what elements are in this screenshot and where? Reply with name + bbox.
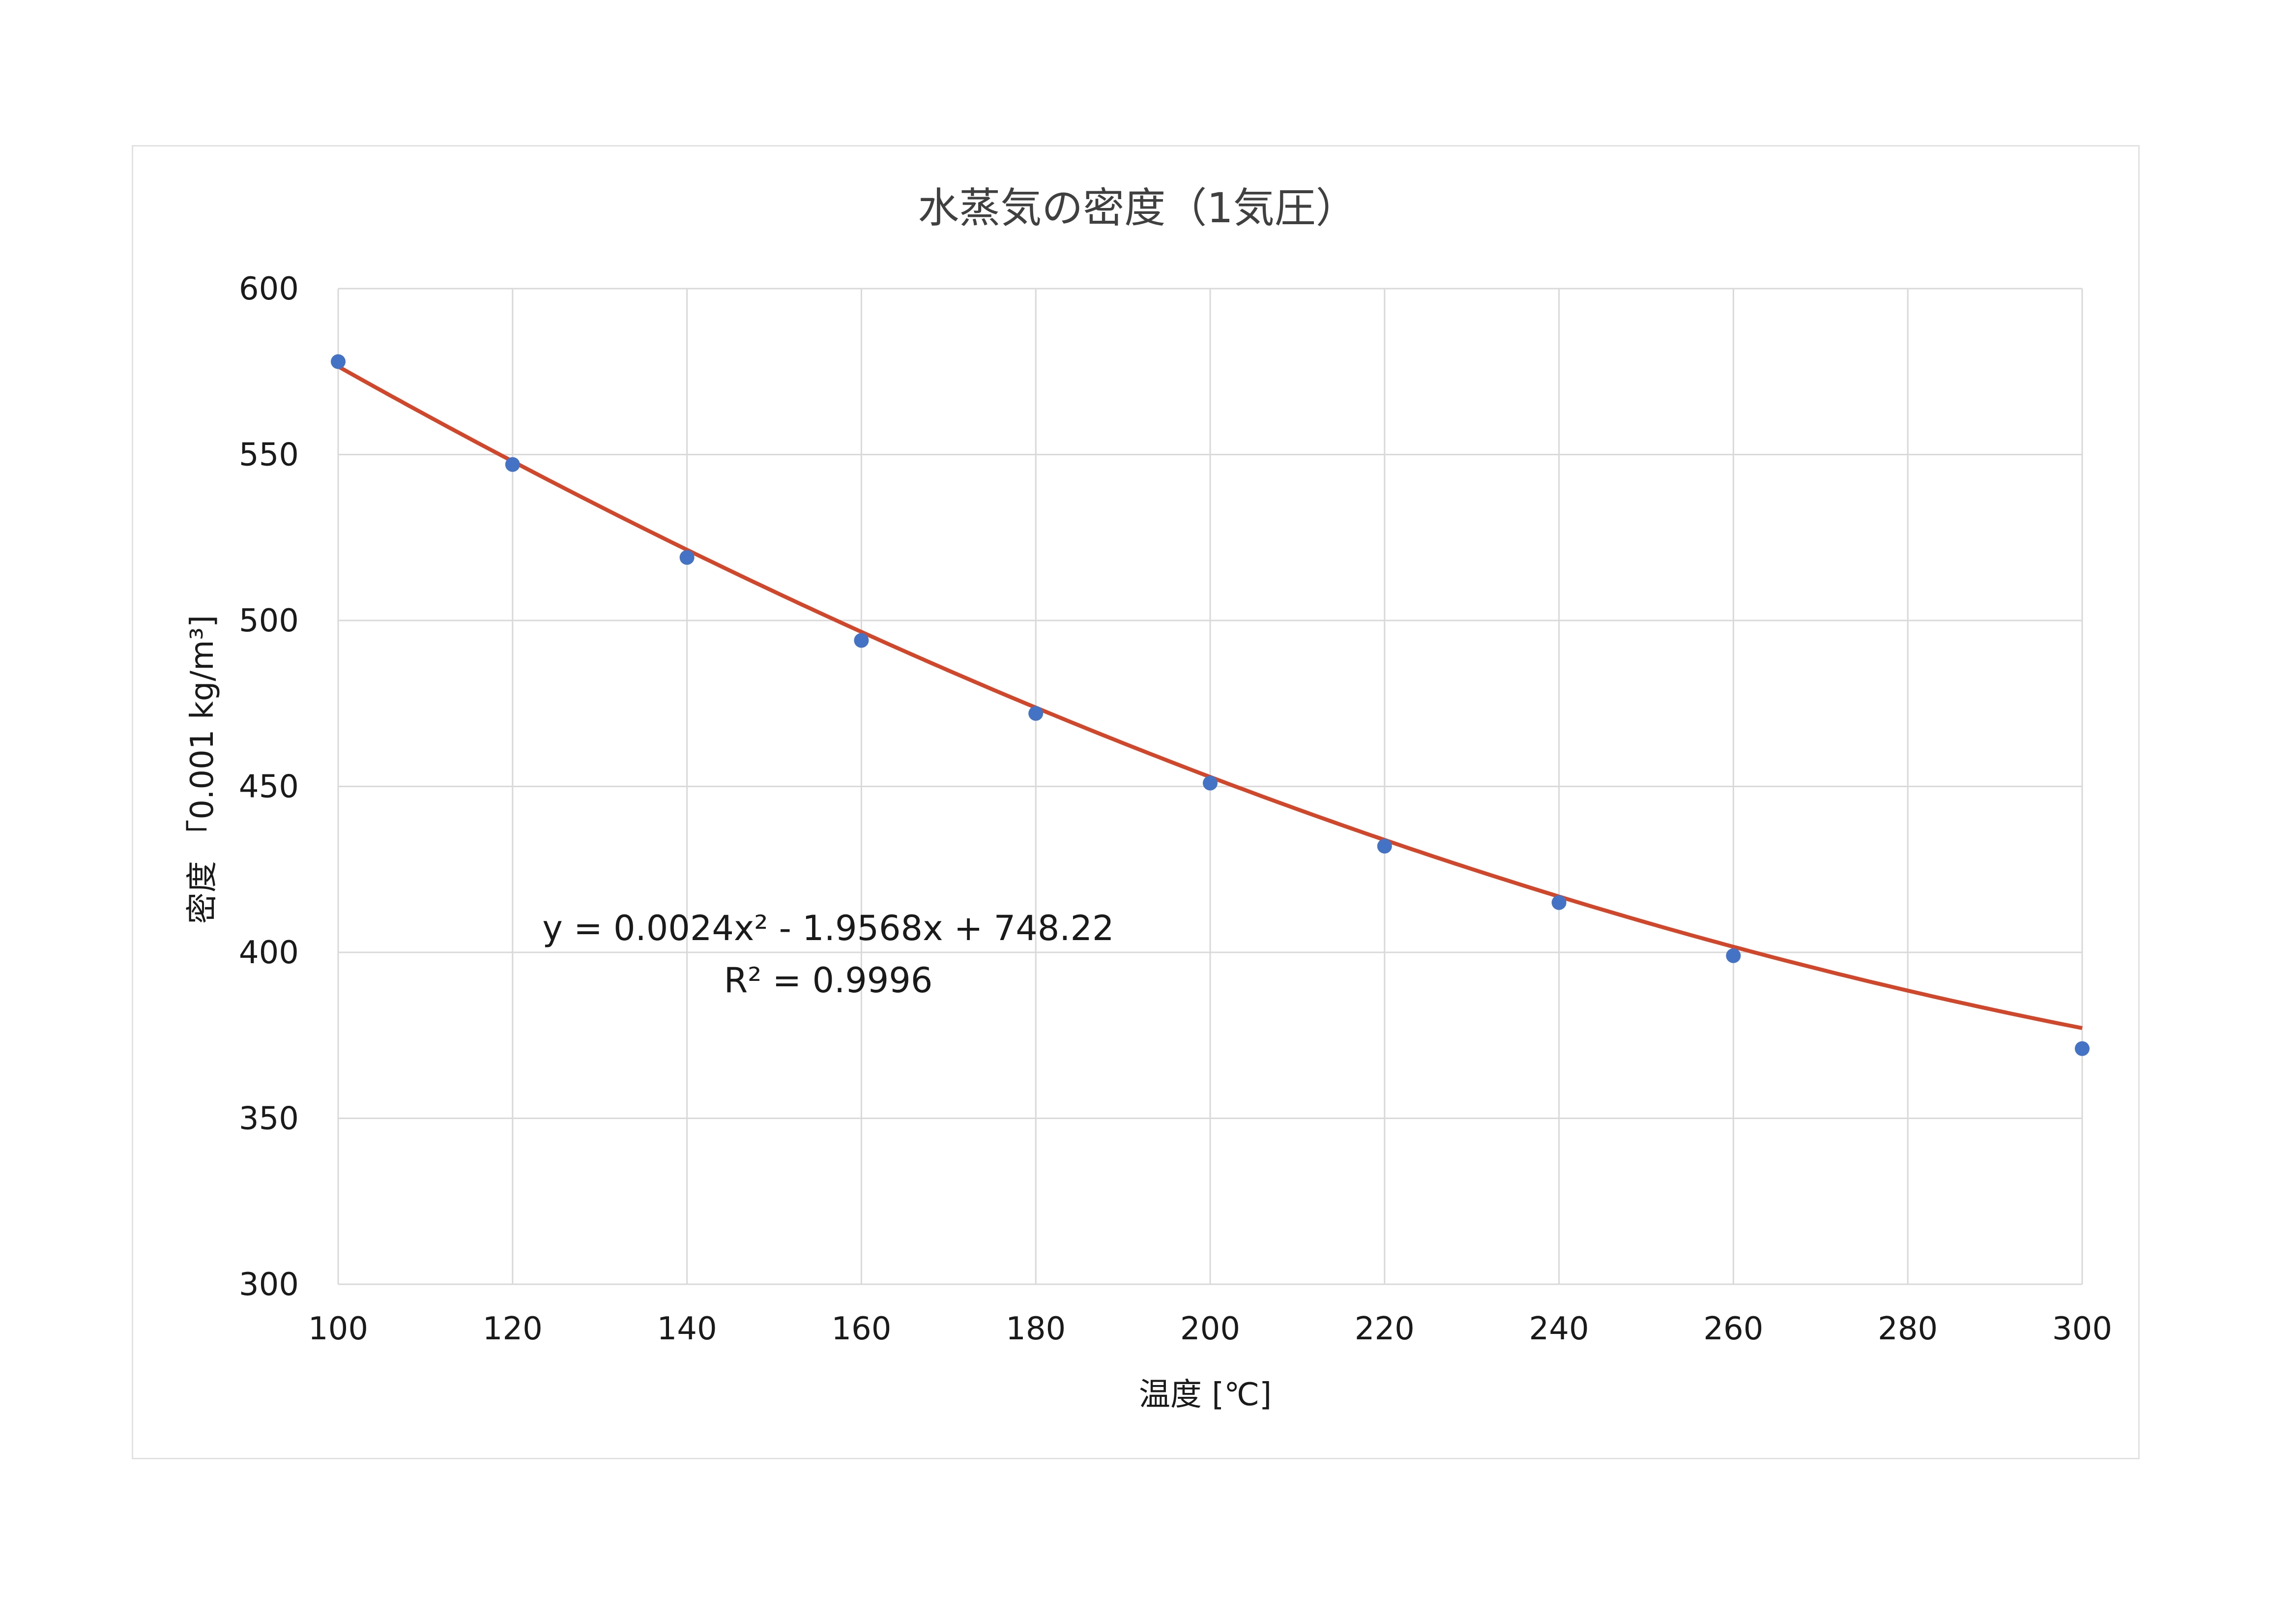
data-point <box>854 633 869 648</box>
y-tick-label: 550 <box>239 437 299 473</box>
data-point <box>679 550 695 565</box>
data-point <box>331 354 346 369</box>
y-axis-title: 密度 「0.001 kg/m³] <box>184 615 221 924</box>
y-tick-label: 400 <box>239 935 299 971</box>
x-tick-label: 180 <box>1006 1311 1066 1347</box>
trendline-equation: y = 0.0024x² - 1.9568x + 748.22 <box>542 908 1114 948</box>
chart-frame <box>132 145 2140 1459</box>
data-point <box>1203 775 1218 791</box>
x-tick-label: 300 <box>2052 1311 2112 1347</box>
data-point <box>505 457 520 472</box>
x-tick-label: 140 <box>657 1311 717 1347</box>
data-point <box>1551 895 1567 910</box>
x-tick-labels: 100 120 140 160 180 200 220 240 260 280 300 <box>308 1311 2112 1347</box>
y-tick-labels: 300 350 400 450 500 550 600 <box>239 271 299 1303</box>
x-tick-label: 220 <box>1355 1311 1415 1347</box>
chart-title: 水蒸気の密度（1気圧） <box>918 184 1357 232</box>
data-point <box>2075 1041 2090 1056</box>
data-point <box>1377 839 1392 854</box>
y-tick-label: 600 <box>239 271 299 307</box>
data-points <box>331 354 2090 1056</box>
x-tick-label: 280 <box>1878 1311 1938 1347</box>
x-tick-label: 100 <box>308 1311 368 1347</box>
x-tick-label: 160 <box>831 1311 891 1347</box>
data-point <box>1028 706 1044 721</box>
y-tick-label: 300 <box>239 1267 299 1303</box>
x-axis-title: 温度 [℃] <box>1139 1377 1272 1413</box>
y-tick-label: 450 <box>239 769 299 805</box>
x-tick-label: 120 <box>483 1311 543 1347</box>
trendline-r-squared: R² = 0.9996 <box>724 960 933 1001</box>
data-point <box>1726 948 1741 963</box>
x-tick-label: 260 <box>1703 1311 1763 1347</box>
y-tick-label: 350 <box>239 1101 299 1137</box>
x-tick-label: 200 <box>1180 1311 1240 1347</box>
y-tick-label: 500 <box>239 603 299 639</box>
x-tick-label: 240 <box>1529 1311 1589 1347</box>
